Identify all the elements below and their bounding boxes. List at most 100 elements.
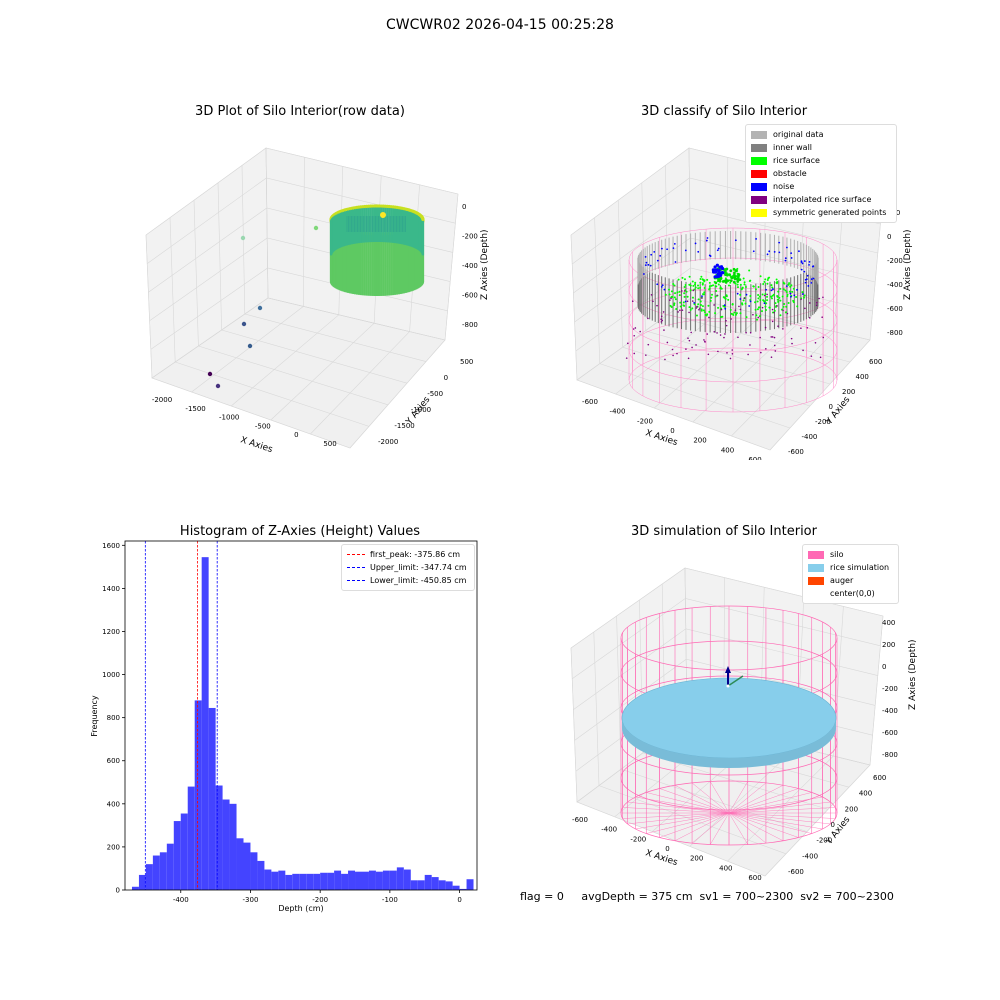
rice-surface-point xyxy=(683,305,685,307)
legend-item: center(0,0) xyxy=(808,587,893,600)
rice-surface-point xyxy=(761,310,763,312)
noise-point xyxy=(653,251,655,253)
rice-surface-point xyxy=(683,292,685,294)
histogram-bar xyxy=(285,875,292,890)
rice-surface-point xyxy=(699,287,701,289)
noise-point xyxy=(664,289,666,291)
legend-item: rice surface xyxy=(751,154,891,167)
interpolated-rice-surface-point xyxy=(782,310,784,312)
p4-x-tick-label: 0 xyxy=(665,845,669,853)
rice-surface-point xyxy=(711,285,713,287)
rice-surface-point xyxy=(730,279,733,282)
rice-surface-point xyxy=(757,308,759,310)
interpolated-rice-surface-point xyxy=(782,328,784,330)
rice-surface-point xyxy=(665,294,667,296)
rice-surface-point xyxy=(737,278,740,281)
rice-surface-point xyxy=(715,285,717,287)
rice-surface-point xyxy=(791,291,793,293)
rice-surface-point xyxy=(723,296,725,298)
p4-z-tick-label: 0 xyxy=(882,663,886,671)
p1-z-tick-label: -800 xyxy=(462,321,478,329)
rice-simulation-surface xyxy=(622,678,836,758)
interpolated-rice-surface-point xyxy=(704,341,706,343)
rice-surface-point xyxy=(777,296,779,298)
interpolated-rice-surface-point xyxy=(670,298,672,300)
rice-surface-point xyxy=(690,289,692,291)
histogram-bar xyxy=(146,864,153,890)
interpolated-rice-surface-point xyxy=(690,332,692,334)
rice-surface-point xyxy=(740,312,742,314)
noise-point xyxy=(709,254,711,256)
rice-surface-point xyxy=(680,306,682,308)
interpolated-rice-surface-point xyxy=(749,344,751,346)
panel4-legend: silo rice simulation auger center(0,0) xyxy=(802,544,899,604)
legend-label: first_peak: -375.86 cm xyxy=(370,550,460,559)
histogram-bar xyxy=(250,852,257,890)
interpolated-rice-surface-point xyxy=(676,353,678,355)
legend-item: interpolated rice surface xyxy=(751,193,891,206)
legend-item: silo xyxy=(808,548,893,561)
interpolated-rice-surface-point xyxy=(692,290,694,292)
rice-surface-point xyxy=(672,283,674,285)
rice-surface-point xyxy=(772,295,774,297)
rice-surface-point xyxy=(766,296,768,298)
rice-surface-point xyxy=(757,297,759,299)
p2-z-tick-label: -800 xyxy=(887,329,903,337)
legend-label: center(0,0) xyxy=(830,589,875,598)
interpolated-rice-surface-point xyxy=(633,328,635,330)
noise-point xyxy=(697,251,699,253)
histogram-bar xyxy=(243,843,250,890)
noise-point xyxy=(809,261,811,263)
noise-point xyxy=(803,271,805,273)
y-tick-label: 600 xyxy=(107,757,120,765)
rice-surface-point xyxy=(785,306,787,308)
interpolated-rice-surface-point xyxy=(687,337,689,339)
rice-surface-point xyxy=(700,304,702,306)
noise-point xyxy=(807,285,809,287)
rice-surface-point xyxy=(679,291,681,293)
rice-surface-point xyxy=(679,294,681,296)
p4-x-tick-label: -400 xyxy=(601,826,617,834)
noise-point xyxy=(813,278,815,280)
interpolated-rice-surface-point xyxy=(809,317,811,319)
rice-surface-point xyxy=(718,284,720,286)
rice-surface-point xyxy=(733,274,736,277)
noise-point xyxy=(724,308,726,310)
rice-surface-point xyxy=(709,282,711,284)
noise-point xyxy=(673,247,675,249)
noise-point xyxy=(666,248,668,250)
noise-point xyxy=(714,270,717,273)
interpolated-rice-surface-point xyxy=(626,357,628,359)
x-tick-label: -100 xyxy=(382,896,398,904)
interpolated-rice-surface-point xyxy=(716,332,718,334)
rice-surface-point xyxy=(755,314,757,316)
rice-surface-point xyxy=(702,282,704,284)
p2-x-tick-label: 200 xyxy=(693,437,706,445)
noise-point xyxy=(790,296,792,298)
legend-label: silo xyxy=(830,550,844,559)
interpolated-rice-surface-point xyxy=(766,294,768,296)
y-tick-label: 1200 xyxy=(102,628,120,636)
rice-surface-point xyxy=(687,296,689,298)
noise-point xyxy=(661,286,663,288)
center-point xyxy=(727,685,730,688)
noise-point xyxy=(810,282,812,284)
y-tick-label: 400 xyxy=(107,800,120,808)
histogram-bar xyxy=(327,873,334,890)
rice-surface-point xyxy=(703,279,705,281)
rice-surface-point xyxy=(741,288,743,290)
legend-item: first_peak: -375.86 cm xyxy=(347,548,469,561)
interpolated-rice-surface-point xyxy=(696,307,698,309)
p4-x-tick-label: 400 xyxy=(719,864,732,872)
histogram-bar xyxy=(167,844,174,890)
p1-y-tick-label: -2000 xyxy=(378,438,398,446)
x-tick-label: -200 xyxy=(312,896,328,904)
noise-point xyxy=(718,269,721,272)
panel4-zlabel: Z Axies (Depth) xyxy=(908,639,918,710)
histogram-bar xyxy=(299,874,306,890)
interpolated-rice-surface-point xyxy=(772,321,774,323)
interpolated-rice-surface-point xyxy=(633,353,635,355)
p2-y-tick-label: -400 xyxy=(802,433,818,441)
interpolated-rice-surface-point xyxy=(687,300,689,302)
interpolated-rice-surface-point xyxy=(696,306,698,308)
